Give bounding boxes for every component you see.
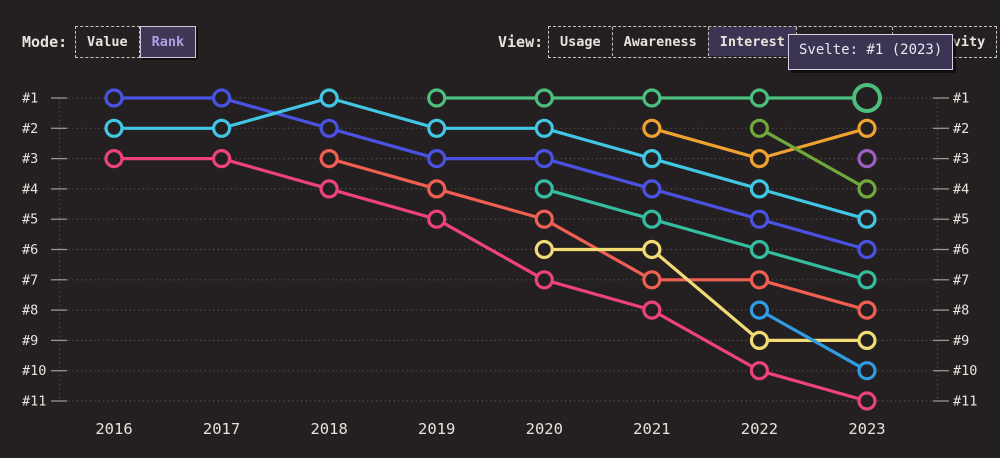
data-point-yellow-2023[interactable]: [857, 330, 877, 350]
mode-label: Mode:: [22, 33, 68, 51]
data-point-indigo-2016[interactable]: [104, 88, 124, 108]
data-point-orange-2023[interactable]: [857, 118, 877, 138]
data-point-cyan-2021[interactable]: [642, 149, 662, 169]
series-line-indigo: [112, 96, 869, 252]
data-point-yellow-2021[interactable]: [642, 239, 662, 260]
data-point-indigo-2018[interactable]: [319, 118, 339, 138]
data-point-cyan-2020[interactable]: [534, 118, 554, 138]
data-point-indigo-2019[interactable]: [427, 149, 447, 169]
rank-label-left: #6: [22, 242, 38, 258]
data-point-svelte-green-2020[interactable]: [534, 88, 554, 108]
data-point-light-blue-2022[interactable]: [749, 300, 770, 320]
rank-label-left: #11: [22, 394, 46, 410]
data-point-salmon-2019[interactable]: [427, 179, 447, 199]
year-label: 2017: [203, 420, 240, 438]
rank-label-right: #1: [953, 91, 969, 107]
mode-toggle: Value Rank: [75, 26, 197, 58]
series-line-salmon: [327, 157, 869, 312]
data-point-indigo-2021[interactable]: [642, 179, 662, 199]
rank-label-right: #8: [953, 303, 969, 319]
mode-option-rank[interactable]: Rank: [139, 26, 197, 58]
data-point-teal-2021[interactable]: [642, 209, 662, 229]
year-label: 2022: [741, 420, 778, 438]
rank-label-right: #5: [953, 212, 969, 228]
view-option-awareness[interactable]: Awareness: [611, 27, 708, 56]
data-point-cyan-2022[interactable]: [749, 179, 770, 199]
data-point-indigo-2023[interactable]: [857, 239, 877, 260]
series-line-teal: [542, 187, 869, 282]
rank-label-left: #7: [22, 272, 38, 288]
data-point-pink-2019[interactable]: [427, 209, 447, 229]
chart-tooltip: Svelte: #1 (2023): [788, 34, 954, 70]
rank-label-right: #9: [953, 333, 969, 349]
year-label: 2018: [310, 420, 347, 438]
data-point-svelte-green-2019[interactable]: [427, 88, 447, 108]
data-point-pink-2018[interactable]: [319, 179, 339, 199]
data-point-cyan-2019[interactable]: [427, 118, 447, 138]
year-label: 2023: [848, 420, 885, 438]
data-point-svelte-green-2022[interactable]: [749, 88, 770, 108]
data-point-purple-2023[interactable]: [857, 149, 877, 169]
data-point-indigo-2020[interactable]: [534, 149, 554, 169]
view-option-interest[interactable]: Interest: [707, 27, 796, 56]
data-point-teal-2023[interactable]: [857, 270, 877, 290]
data-point-yellow-2020[interactable]: [534, 239, 554, 260]
data-point-salmon-2020[interactable]: [534, 209, 554, 229]
data-point-orange-2021[interactable]: [642, 118, 662, 138]
data-point-cyan-2017[interactable]: [211, 118, 232, 138]
rank-label-left: #10: [22, 363, 46, 379]
rank-label-right: #6: [953, 242, 969, 258]
series-line-light-blue: [757, 308, 869, 373]
data-point-orange-2022[interactable]: [749, 149, 770, 169]
rank-label-right: #2: [953, 121, 969, 137]
data-point-indigo-2022[interactable]: [749, 209, 770, 229]
data-point-teal-2022[interactable]: [749, 239, 770, 260]
data-point-indigo-2017[interactable]: [211, 88, 232, 108]
data-point-salmon-2023[interactable]: [857, 300, 877, 320]
rank-label-left: #1: [22, 91, 38, 107]
series-line-pink: [112, 157, 869, 403]
data-point-cyan-2018[interactable]: [319, 88, 339, 108]
mode-option-value[interactable]: Value: [75, 26, 140, 58]
rank-label-left: #2: [22, 121, 38, 137]
data-point-yellow-2022[interactable]: [749, 330, 770, 350]
data-point-svelte-green-2023[interactable]: [851, 83, 882, 113]
series-line-cyan: [112, 96, 869, 221]
rank-label-right: #4: [953, 181, 969, 197]
data-point-svelte-green-2021[interactable]: [642, 88, 662, 108]
year-label: 2021: [633, 420, 670, 438]
year-label: 2019: [418, 420, 455, 438]
data-point-pink-2023[interactable]: [857, 391, 877, 411]
year-label: 2020: [526, 420, 563, 438]
data-point-cyan-2023[interactable]: [857, 209, 877, 229]
year-label: 2016: [95, 420, 132, 438]
data-point-teal-2020[interactable]: [534, 179, 554, 199]
rank-label-left: #8: [22, 303, 38, 319]
data-point-light-blue-2023[interactable]: [857, 361, 877, 381]
data-point-pink-2020[interactable]: [534, 270, 554, 290]
data-point-pink-2017[interactable]: [211, 149, 232, 169]
rank-label-left: #3: [22, 151, 38, 167]
data-point-salmon-2021[interactable]: [642, 270, 662, 290]
rank-label-right: #11: [953, 394, 977, 410]
data-point-salmon-2018[interactable]: [319, 149, 339, 169]
data-point-pink-2022[interactable]: [749, 361, 770, 381]
rank-label-left: #5: [22, 212, 38, 228]
rank-label-left: #4: [22, 181, 38, 197]
data-point-cyan-2016[interactable]: [104, 118, 124, 138]
rank-label-right: #7: [953, 272, 969, 288]
data-point-salmon-2022[interactable]: [749, 270, 770, 290]
view-label: View:: [498, 33, 544, 51]
view-option-usage[interactable]: Usage: [549, 27, 612, 56]
data-point-olive-2023[interactable]: [857, 179, 877, 199]
rank-label-right: #10: [953, 363, 977, 379]
data-point-olive-2022[interactable]: [749, 118, 770, 138]
rank-label-left: #9: [22, 333, 38, 349]
data-point-pink-2016[interactable]: [104, 149, 124, 169]
series-line-olive: [757, 126, 869, 191]
rank-label-right: #3: [953, 151, 969, 167]
data-point-pink-2021[interactable]: [642, 300, 662, 320]
